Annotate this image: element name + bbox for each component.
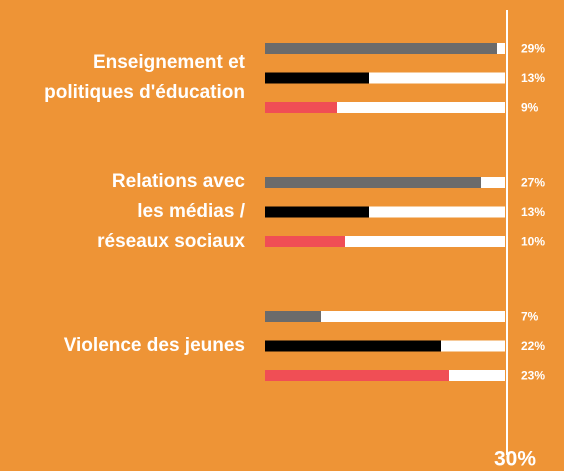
bar [265, 43, 497, 54]
value-label: 23% [521, 369, 545, 383]
bar [265, 72, 369, 84]
bar [265, 177, 481, 188]
bar-track [265, 206, 505, 218]
bar [265, 236, 345, 247]
bar [265, 370, 449, 381]
bar [265, 311, 321, 322]
bar [265, 340, 441, 352]
value-label: 7% [521, 310, 539, 324]
category-label: Relations avec [112, 171, 245, 192]
bar [265, 102, 337, 113]
bar-track [265, 72, 505, 84]
value-label: 10% [521, 235, 545, 249]
bar [265, 206, 369, 218]
value-label: 13% [521, 205, 545, 219]
category-label: réseaux sociaux [97, 231, 245, 252]
value-label: 22% [521, 339, 545, 353]
category-label: politiques d'éducation [44, 82, 245, 103]
bar-track [265, 102, 505, 113]
value-label: 27% [521, 176, 545, 190]
value-label: 13% [521, 71, 545, 85]
x-tick-label: 30% [494, 448, 536, 471]
value-label: 29% [521, 42, 545, 56]
category-label: Enseignement et [93, 52, 246, 73]
value-label: 9% [521, 101, 539, 115]
bar-track [265, 236, 505, 247]
bar-track [265, 311, 505, 322]
category-label: les médias / [137, 201, 245, 222]
category-label: Violence des jeunes [64, 335, 245, 356]
